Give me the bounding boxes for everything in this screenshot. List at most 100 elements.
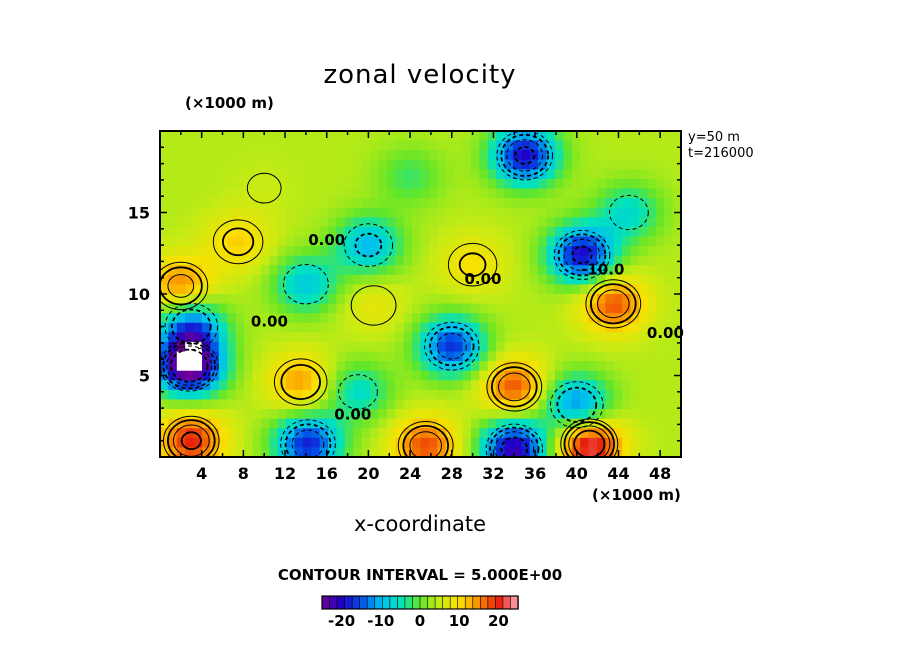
field-cell [462, 409, 472, 420]
field-cell [168, 322, 178, 333]
field-cell [613, 236, 623, 247]
field-cell [571, 370, 581, 381]
field-cell [554, 361, 564, 372]
field-cell [328, 313, 338, 324]
field-cell [420, 351, 430, 362]
field-cell [176, 380, 186, 391]
field-cell [235, 418, 245, 429]
field-cell [311, 274, 321, 286]
field-cell [311, 418, 321, 429]
field-cell [185, 447, 195, 457]
contour-line [167, 419, 216, 457]
field-cell [445, 418, 455, 429]
x-tick-label: 48 [649, 464, 671, 483]
field-cell [386, 159, 396, 170]
field-cell [353, 150, 363, 161]
colorbar-tick-label: 10 [449, 612, 470, 630]
field-cell [420, 428, 430, 439]
field-cell [580, 389, 590, 401]
field-cell [210, 207, 220, 218]
field-cell [504, 188, 514, 199]
field-cell [227, 246, 237, 257]
field-cell [630, 322, 640, 333]
field-cell [437, 303, 447, 314]
field-cell [218, 361, 228, 372]
field-cell [202, 418, 212, 429]
colorbar-tick-label: 20 [488, 612, 509, 630]
field-cell [613, 150, 623, 161]
field-cell [378, 418, 388, 429]
field-cell [563, 169, 573, 180]
field-cell [286, 351, 296, 362]
field-cell [496, 159, 506, 170]
field-cell [470, 418, 480, 429]
field-cell [260, 226, 270, 238]
field-cell [538, 150, 548, 161]
field-cell [655, 294, 665, 305]
field-cell [504, 178, 514, 190]
field-cell [487, 418, 497, 429]
field-cell [571, 236, 581, 247]
field-cell [185, 236, 195, 247]
field-cell [462, 274, 472, 286]
field-cell [344, 131, 354, 142]
x-tick-label: 28 [441, 464, 463, 483]
field-cell [487, 341, 497, 353]
field-cell [470, 351, 480, 362]
field-cell [311, 236, 321, 247]
field-cell [428, 322, 438, 333]
field-cell [596, 265, 606, 276]
field-cell [386, 140, 396, 151]
field-cell [538, 178, 548, 190]
field-cell [664, 409, 674, 420]
field-cell [647, 169, 657, 180]
field-cell [487, 178, 497, 190]
field-cell [176, 303, 186, 314]
field-cell [554, 322, 564, 333]
field-cell [403, 178, 413, 190]
field-cell [655, 313, 665, 324]
field-cell [193, 409, 203, 420]
field-cell [529, 447, 539, 457]
field-cell [218, 447, 228, 457]
field-cell [596, 131, 606, 142]
field-cell [529, 255, 539, 266]
field-cell [202, 303, 212, 314]
field-cell [319, 178, 329, 190]
field-cell [571, 284, 581, 295]
field-cell [470, 399, 480, 410]
field-cell [370, 236, 380, 247]
field-cell [613, 409, 623, 420]
field-cell [437, 169, 447, 180]
field-cell [655, 236, 665, 247]
field-cell [504, 236, 514, 247]
field-cell [672, 418, 681, 429]
field-cell [596, 418, 606, 429]
field-cell [605, 284, 615, 295]
field-cell [235, 303, 245, 314]
field-cell [403, 140, 413, 151]
field-cell [344, 361, 354, 372]
field-cell [512, 140, 522, 151]
field-cell [647, 284, 657, 295]
field-cell [664, 217, 674, 228]
field-cell [655, 265, 665, 276]
field-cell [420, 361, 430, 372]
field-cell [462, 303, 472, 314]
field-cell [412, 313, 422, 324]
field-cell [353, 361, 363, 372]
field-cell [596, 351, 606, 362]
field-cell [462, 313, 472, 324]
field-cell [168, 370, 178, 381]
field-cell [210, 380, 220, 391]
field-cell [655, 437, 665, 449]
field-cell [168, 255, 178, 266]
field-cell [269, 284, 279, 295]
field-cell [353, 322, 363, 333]
field-cell [210, 131, 220, 142]
field-cell [395, 265, 405, 276]
field-cell [420, 332, 430, 343]
field-cell [571, 207, 581, 218]
field-cell [647, 380, 657, 391]
field-cell [412, 389, 422, 401]
